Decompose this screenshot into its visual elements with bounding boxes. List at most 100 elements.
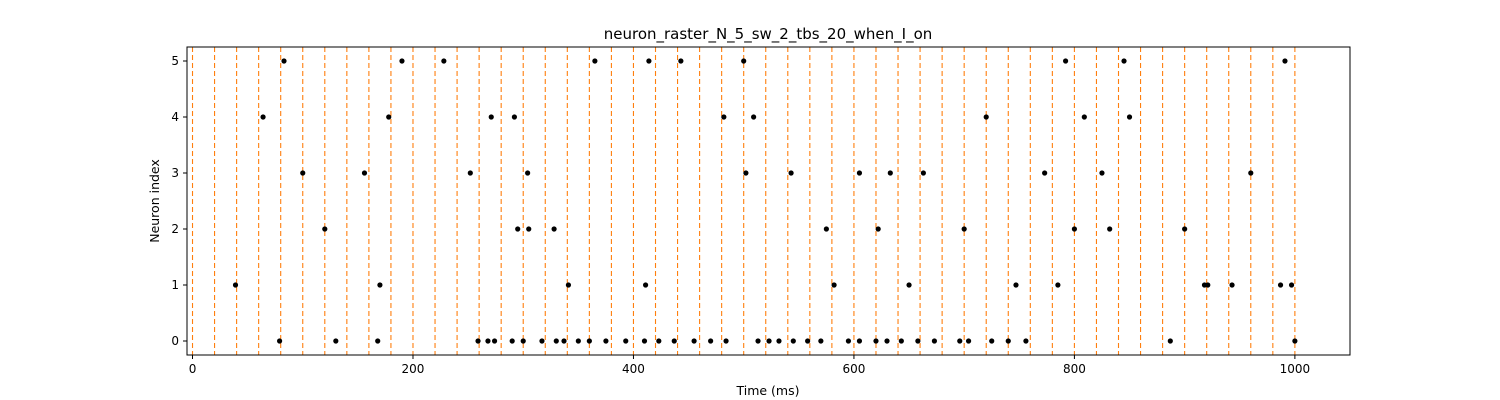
spike-point [467,170,473,176]
spike-point [539,338,545,344]
spike-point [485,338,491,344]
spike-point [575,338,581,344]
spike-point [776,338,782,344]
spike-point [641,338,648,344]
spike-point [741,58,747,64]
x-tick-label: 800 [1063,362,1086,376]
spike-point [525,170,531,176]
spike-point [551,226,557,232]
spike-point [375,338,381,344]
spike-point [1167,338,1173,344]
x-axis: 0 200 400 600 800 1000 [189,355,1310,376]
spike-point [1121,58,1127,64]
spike-point [887,170,893,176]
spike-point [646,58,652,64]
spike-point [1229,282,1235,288]
y-tick-label: 5 [171,54,179,68]
spike-point [691,338,697,344]
spike-point [1062,58,1069,64]
spike-point [766,338,772,344]
spike-point [856,338,863,344]
y-tick-label: 2 [171,222,179,236]
x-tick-label: 1000 [1280,362,1311,376]
x-tick-label: 600 [842,362,865,376]
spike-point [520,338,526,344]
spike-point [488,114,494,120]
spike-point [920,170,926,176]
spike-point [361,170,368,176]
spike-point [260,114,266,120]
spike-points [232,58,1298,344]
spike-point [642,282,649,288]
spike-point [1282,58,1288,64]
spike-point [386,114,392,120]
spike-point [884,338,890,344]
spike-point [1182,226,1188,232]
spike-point [755,338,761,344]
spike-point [441,58,447,64]
spike-point [1099,170,1105,176]
spike-point [1107,226,1113,232]
y-tick-label: 0 [171,334,179,348]
spike-point [603,338,609,344]
spike-point [1248,170,1254,176]
x-tick-label: 200 [402,362,425,376]
spike-point [1081,114,1087,120]
spike-point [515,226,521,232]
spike-point [399,58,405,64]
y-tick-label: 3 [171,166,179,180]
spike-point [788,170,794,176]
spike-point [823,226,829,232]
spike-point [1042,170,1048,176]
y-axis: 0 1 2 3 4 5 [171,54,187,348]
spike-point [281,58,287,64]
spike-point [553,338,559,344]
plot-frame [186,46,1351,356]
spike-point [790,338,796,344]
spike-point [856,170,863,176]
spike-point [1292,338,1298,344]
spike-point [915,338,921,344]
y-axis-label: Neuron index [147,159,162,243]
spike-point [989,338,995,344]
spike-point [931,338,938,344]
spike-point [1005,338,1011,344]
spike-point [333,338,339,344]
x-tick-label: 400 [622,362,645,376]
spike-point [623,338,629,344]
spike-point [965,338,972,344]
stimulus-lines [191,47,1296,355]
spike-point [751,114,757,120]
spike-point [1071,226,1078,232]
spike-point [845,338,852,344]
spike-point [592,58,598,64]
spike-point [586,338,592,344]
spike-point [276,338,283,344]
spike-point [509,338,515,344]
spike-point [1126,114,1133,120]
spike-point [322,226,328,232]
spike-point [831,282,837,288]
spike-point [1055,282,1061,288]
spike-point [526,226,532,232]
spike-point [961,226,967,232]
spike-point [561,338,567,344]
spike-point [805,338,811,344]
spike-point [1205,282,1211,288]
y-tick-label: 4 [171,110,179,124]
y-tick-label: 1 [171,278,179,292]
spike-point [1013,282,1019,288]
spike-point [906,282,912,288]
spike-point [723,338,729,344]
chart-title: neuron_raster_N_5_sw_2_tbs_20_when_I_on [604,25,933,44]
spike-point [232,282,239,288]
spike-point [708,338,714,344]
spike-point [1277,282,1284,288]
spike-point [565,282,572,288]
spike-point [656,338,662,344]
spike-point [743,170,749,176]
spike-point [875,226,881,232]
spike-point [678,58,684,64]
spike-point [818,338,824,344]
